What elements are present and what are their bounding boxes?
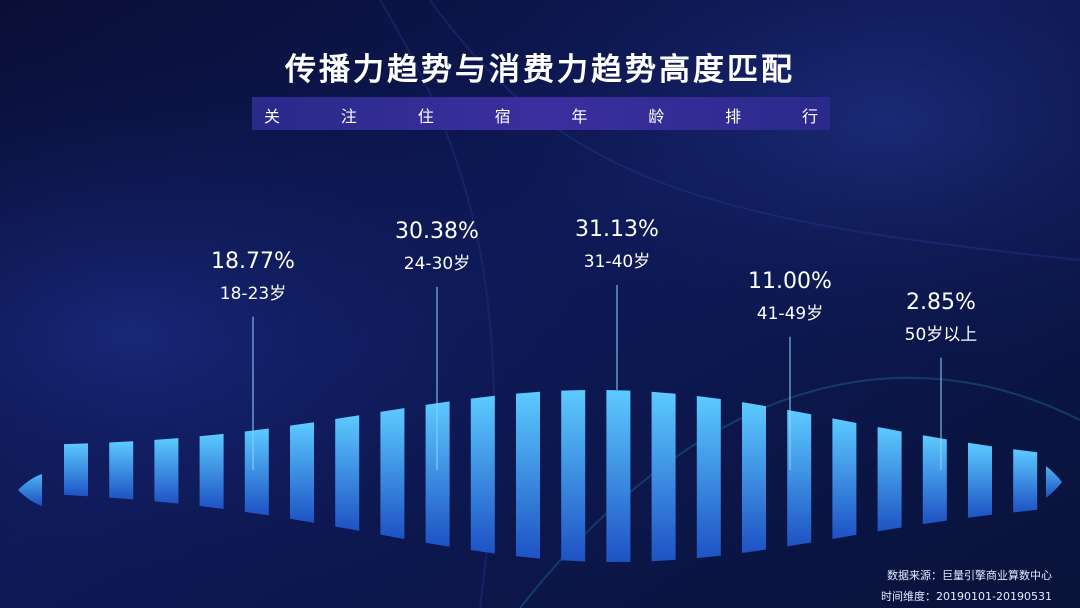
value-label: 18.77% (211, 248, 295, 274)
wave-bar (787, 409, 812, 547)
wave-bar (470, 395, 495, 554)
wave-bar (968, 442, 992, 518)
wave-cap-right (1046, 466, 1062, 498)
wave-bar (244, 428, 269, 516)
wave-bar (561, 389, 586, 562)
footer-source: 数据来源：巨量引擎商业算数中心 (887, 569, 1052, 582)
wave-bar (742, 402, 766, 553)
category-label: 31-40岁 (583, 252, 651, 272)
value-label: 30.38% (395, 218, 479, 244)
category-label: 24-30岁 (403, 253, 471, 274)
wave-bar (290, 422, 314, 523)
subtitle-bar: 关 注 住 宿 年 龄 排 行 (252, 97, 830, 130)
value-label: 31.13% (575, 217, 659, 242)
background-swirl-2 (429, 0, 1080, 261)
wave-bar (922, 435, 947, 525)
wave-bars (18, 389, 1062, 562)
wave-bar (380, 408, 405, 539)
wave-bar (696, 395, 721, 559)
wave-cap-left (18, 474, 42, 506)
wave-bar (832, 418, 857, 539)
subtitle-text: 关 注 住 宿 年 龄 排 行 (264, 107, 818, 126)
wave-bar (109, 441, 134, 500)
value-label: 2.85% (906, 289, 976, 315)
wave-bar (516, 391, 540, 559)
footer-time: 时间维度：20190101-20190531 (881, 590, 1052, 603)
value-label: 11.00% (748, 268, 832, 294)
wave-bar (1013, 449, 1038, 513)
wave-bar (64, 443, 88, 497)
wave-bar (651, 391, 676, 562)
wave-bar (877, 426, 902, 532)
category-label: 41-49岁 (756, 303, 824, 324)
category-label: 50岁以上 (904, 324, 978, 345)
wave-bar (154, 438, 179, 504)
background-swirl-3 (519, 376, 1080, 608)
leader-lines (252, 285, 942, 470)
page-title: 传播力趋势与消费力趋势高度匹配 (285, 52, 795, 88)
wave-bar (199, 433, 224, 509)
wave-bar (606, 389, 631, 562)
wave-bar (425, 401, 450, 547)
wave-bar (335, 415, 360, 531)
category-label: 18-23岁 (219, 283, 287, 304)
